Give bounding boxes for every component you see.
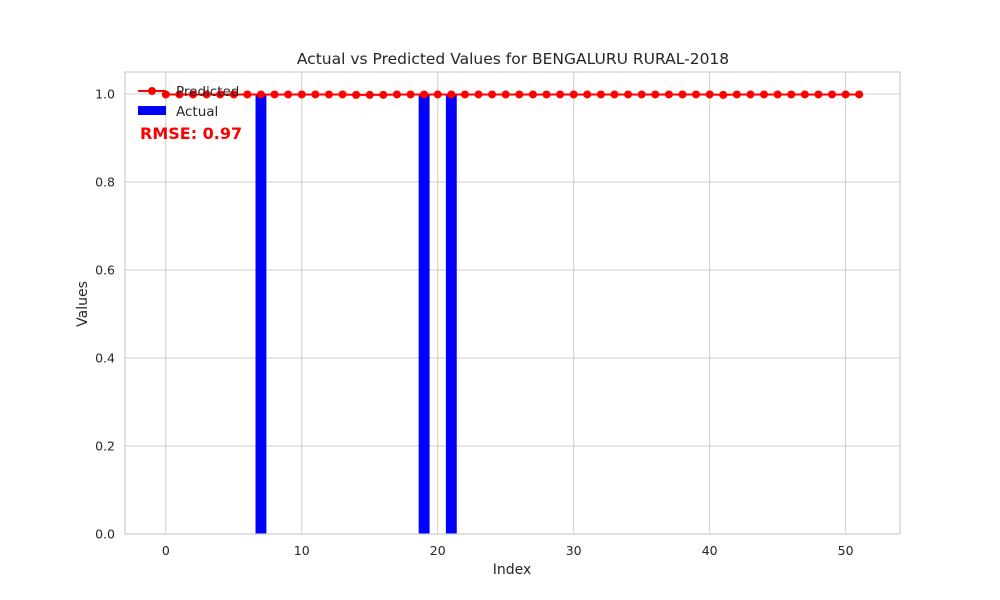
predicted-point [420, 90, 429, 99]
predicted-point [719, 90, 728, 99]
legend-actual-swatch [138, 106, 166, 115]
predicted-point [596, 90, 605, 99]
predicted-point [229, 90, 238, 99]
legend-actual-label: Actual [176, 104, 218, 120]
actual-bar [418, 94, 430, 534]
predicted-point [202, 90, 211, 99]
predicted-point [664, 90, 673, 99]
predicted-point [270, 90, 279, 99]
legend-predicted-marker [148, 87, 156, 95]
predicted-point [488, 90, 497, 99]
legend: Predicted Actual [138, 84, 239, 120]
x-tick-label: 10 [294, 543, 310, 558]
predicted-point [773, 90, 782, 99]
predicted-point [528, 90, 537, 99]
predicted-point [732, 90, 741, 99]
predicted-point [828, 90, 837, 99]
predicted-line [161, 90, 864, 99]
actual-bars [255, 94, 457, 534]
rmse-annotation: RMSE: 0.97 [140, 124, 242, 143]
predicted-point [406, 90, 415, 99]
predicted-point [814, 90, 823, 99]
predicted-point [256, 90, 265, 99]
predicted-point [161, 90, 170, 99]
y-tick-label: 0.4 [95, 351, 115, 366]
predicted-point [284, 90, 293, 99]
predicted-point [556, 90, 565, 99]
x-tick-label: 50 [838, 543, 854, 558]
tick-labels: 0 10 20 30 40 50 0.0 0.2 0.4 0.6 0.8 1.0 [95, 87, 854, 559]
predicted-point [542, 90, 551, 99]
actual-bar [445, 94, 457, 534]
predicted-point [216, 90, 225, 99]
predicted-point [569, 90, 578, 99]
predicted-point [188, 90, 197, 99]
predicted-point [338, 90, 347, 99]
predicted-point [474, 90, 483, 99]
predicted-point [460, 90, 469, 99]
y-tick-label: 0.6 [95, 263, 115, 278]
predicted-point [841, 90, 850, 99]
x-tick-label: 40 [702, 543, 718, 558]
predicted-point [365, 90, 374, 99]
y-tick-label: 0.0 [95, 527, 115, 542]
plot-frame [124, 71, 901, 535]
legend-predicted-label: Predicted [176, 84, 239, 100]
predicted-point [447, 90, 456, 99]
predicted-point [515, 90, 524, 99]
predicted-point [175, 90, 184, 99]
predicted-point [243, 90, 252, 99]
predicted-point [297, 90, 306, 99]
x-tick-label: 0 [162, 543, 170, 558]
predicted-point [433, 90, 442, 99]
predicted-point [637, 90, 646, 99]
predicted-point [501, 90, 510, 99]
y-tick-label: 0.2 [95, 439, 115, 454]
predicted-point [855, 90, 864, 99]
predicted-point [324, 90, 333, 99]
predicted-point [583, 90, 592, 99]
x-axis-label: Index [493, 562, 532, 578]
predicted-point [352, 90, 361, 99]
predicted-point [787, 90, 796, 99]
predicted-point [746, 90, 755, 99]
predicted-point [392, 90, 401, 99]
actual-bar [255, 94, 267, 534]
x-tick-label: 20 [430, 543, 446, 558]
predicted-point [379, 90, 388, 99]
predicted-point [800, 90, 809, 99]
x-tick-label: 30 [566, 543, 582, 558]
y-tick-label: 1.0 [95, 87, 115, 102]
predicted-point [692, 90, 701, 99]
predicted-point [678, 90, 687, 99]
y-axis-label: Values [75, 281, 91, 327]
predicted-point [311, 90, 320, 99]
y-tick-label: 0.8 [95, 175, 115, 190]
predicted-point [651, 90, 660, 99]
predicted-point [705, 90, 714, 99]
predicted-point [610, 90, 619, 99]
chart-title: Actual vs Predicted Values for BENGALURU… [297, 50, 729, 68]
predicted-point [760, 90, 769, 99]
predicted-point [624, 90, 633, 99]
